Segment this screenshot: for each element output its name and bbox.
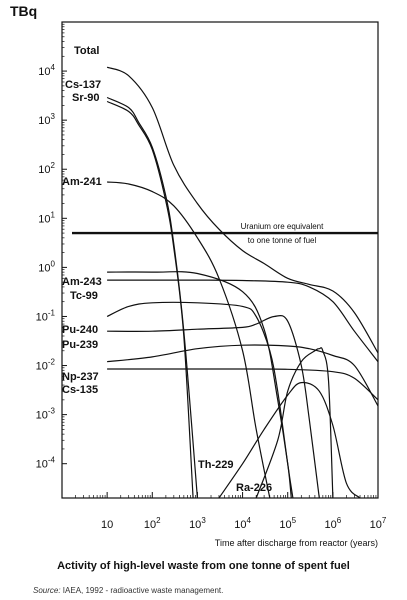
series-label-sr-90: Sr-90: [72, 92, 100, 104]
series-label-total: Total: [74, 45, 99, 57]
x-tick-label: 104: [234, 516, 251, 531]
reference-line-group: Uranium ore equivalent to one tonne of f…: [72, 222, 378, 245]
x-tick-label: 105: [279, 516, 296, 531]
y-tick-label: 101: [38, 210, 55, 225]
series-label-pu-239: Pu-239: [62, 339, 98, 351]
y-tick-label: 10-3: [36, 407, 56, 422]
series-label-am-241: Am-241: [62, 176, 102, 188]
y-tick-label: 104: [38, 63, 55, 78]
reference-line-label-2: to one tonne of fuel: [248, 236, 317, 245]
y-tick-label: 103: [38, 112, 55, 127]
series-line-cs-137: [106, 96, 198, 498]
series-line-np-237: [107, 344, 378, 407]
series-label-np-237: Np-237: [62, 371, 99, 383]
chart-caption: Activity of high-level waste from one to…: [57, 560, 350, 572]
x-tick-label: 102: [144, 516, 161, 531]
plot-frame: [61, 21, 379, 499]
series-label-ra-226: Ra-226: [236, 482, 272, 494]
source-label: Source:: [33, 586, 61, 595]
series-line-am-241: [107, 181, 271, 498]
y-axis-label: TBq: [10, 3, 37, 19]
y-tick-label: 10-1: [36, 308, 56, 323]
y-tick-label: 102: [38, 161, 55, 176]
y-tick-label: 10-2: [36, 358, 56, 373]
series-line-total: [106, 66, 378, 354]
series-line-sr-90: [106, 100, 194, 498]
source-note: Source: IAEA, 1992 - radioactive waste m…: [33, 586, 223, 595]
x-tick-label: 103: [189, 516, 206, 531]
x-tick-label: 106: [325, 516, 342, 531]
source-text: IAEA, 1992 - radioactive waste managemen…: [60, 586, 224, 595]
y-tick-label: 100: [38, 259, 55, 274]
x-axis-ticks: 10 102 103 104 105 106 107: [61, 492, 387, 531]
series-line-th-229: [218, 381, 361, 498]
y-tick-label: 10-4: [36, 456, 56, 471]
series-label-am-243: Am-243: [62, 276, 102, 288]
series-label-tc-99: Tc-99: [70, 290, 98, 302]
series-line-tc-99: [107, 279, 378, 363]
x-axis-label: Time after discharge from reactor (years…: [215, 538, 378, 548]
series-line-pu-240: [106, 301, 294, 498]
x-tick-label: 10: [101, 519, 113, 531]
x-tick-label: 107: [370, 516, 387, 531]
series-label-pu-240: Pu-240: [62, 324, 98, 336]
series-line-pu-239: [107, 314, 320, 498]
y-axis-ticks: 104 103 102 101 100 10-1 10-2 10-3 10-4: [36, 23, 67, 471]
series-label-cs-137: Cs-137: [65, 79, 101, 91]
series-line-cs-135: [107, 368, 378, 401]
reference-line-label-1: Uranium ore equivalent: [241, 222, 324, 231]
series-line-ra-226: [255, 347, 334, 498]
series-label-cs-135: Cs-135: [62, 384, 98, 396]
series-label-th-229: Th-229: [198, 459, 233, 471]
series-lines: [106, 66, 378, 498]
